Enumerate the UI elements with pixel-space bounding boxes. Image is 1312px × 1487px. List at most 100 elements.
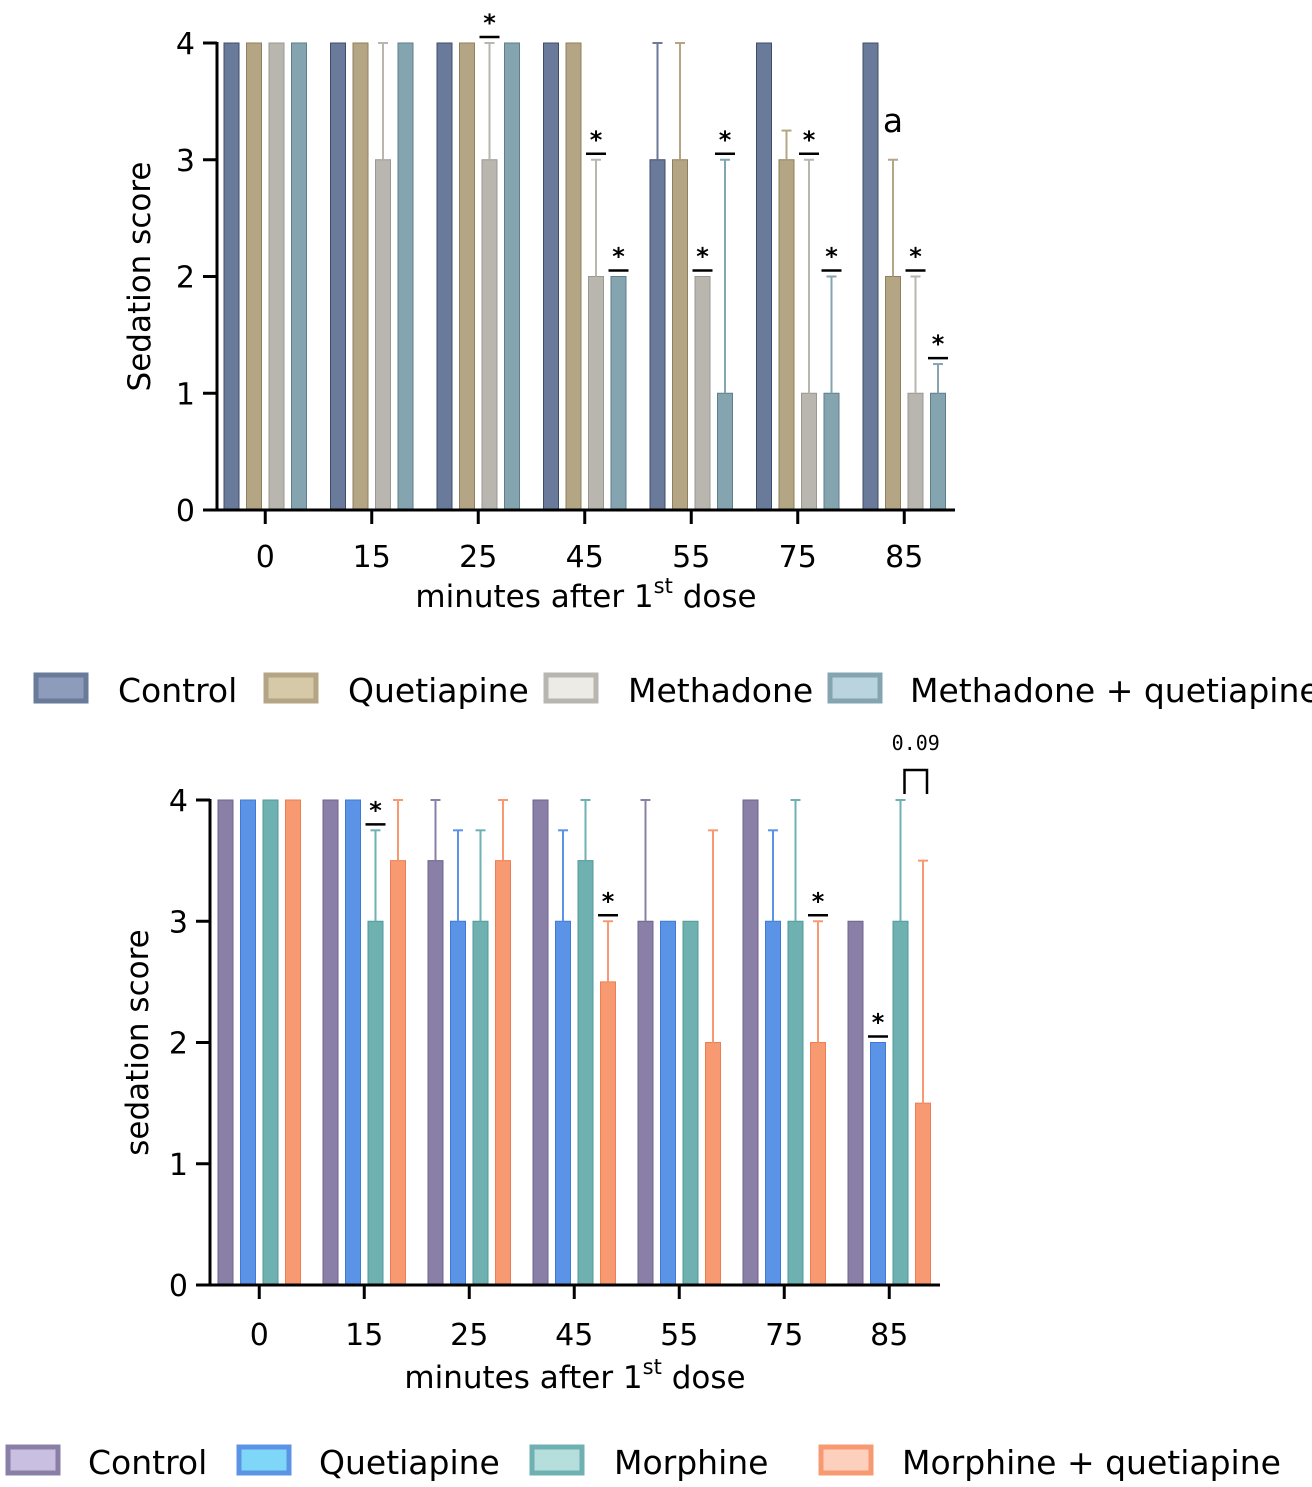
bar [577,860,594,1286]
series-methadone [268,42,924,511]
bar [847,920,864,1286]
bar [246,42,262,511]
bar [660,920,676,1286]
bar [649,159,666,511]
bar [367,920,384,1286]
legend-swatch [263,672,319,704]
legend-swatch [5,1444,61,1476]
x-tick-label: 15 [353,540,391,575]
y-tick-label: 3 [176,144,195,179]
legend-swatch [236,1444,292,1476]
x-tick-label: 15 [345,1318,383,1353]
bar [801,392,817,511]
y-tick-label: 0 [176,494,195,529]
bar [223,42,240,511]
bar [565,42,582,511]
y-tick-label: 3 [169,905,188,940]
bar [375,159,391,511]
bar [892,920,909,1286]
x-tick-label: 0 [250,1318,269,1353]
bar [532,799,549,1286]
x-tick-label: 75 [779,540,817,575]
legend-label: Morphine + quetiapine [902,1443,1281,1482]
legend-label: Methadone [628,671,813,710]
x-tick-label: 25 [450,1318,488,1353]
bar [495,860,511,1286]
chart-2: 0 1 2 3 4 0 15 25 45 55 75 85 minutes after 1st dose… [5,731,1281,1482]
bar [262,799,279,1286]
bar [240,799,256,1286]
series-control [217,799,864,1286]
bar [682,920,699,1286]
bar [717,392,733,511]
bar [543,42,559,511]
x-tick-label: 75 [765,1318,803,1353]
bar [555,920,571,1286]
legend-label: Quetiapine [319,1443,500,1482]
x-axis-label: minutes after 1st dose [415,574,756,615]
significance-star: * [825,243,838,271]
bar [810,1042,826,1286]
bar [672,159,688,511]
bar [756,42,772,511]
significance-star: * [872,1009,885,1037]
y-tick-label: 2 [176,261,195,296]
y-tick-label: 1 [169,1148,188,1183]
x-tick-label: 55 [672,540,710,575]
bar [610,276,627,511]
significance-star: * [612,243,625,271]
x-tick-label: 45 [566,540,604,575]
bar [217,799,234,1286]
legend-swatch [543,672,599,704]
bar [637,920,654,1286]
bar [823,392,840,511]
bar [588,276,604,511]
x-axis-label: minutes after 1st dose [404,1355,745,1396]
x-tick-label: 25 [459,540,497,575]
significance-star: * [812,887,825,915]
x-tick-label: 45 [555,1318,593,1353]
x-tick-label: 55 [660,1318,698,1353]
legend: Control Quetiapine Morphine Morphine + quet… [5,1443,1281,1482]
bar [705,1042,721,1286]
legend-label: Quetiapine [348,671,529,710]
bar [765,920,781,1286]
series-quetiapine [246,42,901,511]
series-methadone-quetiapine [291,42,946,511]
bar [600,981,616,1286]
annotation-label: a [883,101,903,140]
chart-1: 0 1 2 3 4 0 15 25 45 55 75 85 minutes after 1st dose… [33,9,1312,710]
significance-star: * [602,887,615,915]
bar [352,42,369,511]
bar [436,42,453,511]
bar [345,799,361,1286]
bar [885,276,901,511]
bar [481,159,498,511]
significance-star: * [483,9,496,37]
y-axis-label: sedation score [120,929,156,1155]
bar [742,799,759,1286]
y-tick-label: 4 [169,784,188,819]
significance-star: * [369,796,382,824]
bar [268,42,285,511]
significance-star: * [803,126,816,154]
bar [322,799,339,1286]
y-axis-label: Sedation score [122,162,158,392]
bar [450,920,466,1286]
y-tick-label: 2 [169,1027,188,1062]
legend-swatch [529,1444,585,1476]
x-tick-label: 85 [885,540,923,575]
significance-star: * [696,243,709,271]
y-tick-label: 0 [169,1269,188,1304]
legend-label: Control [118,671,237,710]
legend: Control Quetiapine Methadone Methadone + qu… [33,671,1312,710]
bar [787,920,804,1286]
bar [427,860,444,1286]
bar [459,42,475,511]
p-value-label: 0.09 [892,731,940,755]
bar [778,159,795,511]
bar [870,1042,886,1286]
series-morphine-quetiapine [285,799,931,1286]
bar [694,276,711,511]
